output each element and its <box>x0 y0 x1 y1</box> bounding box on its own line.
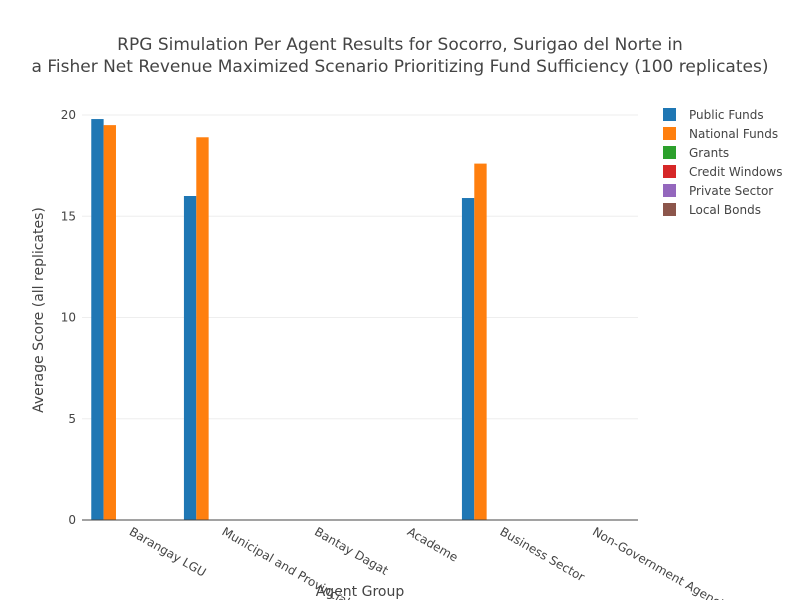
legend-swatch <box>663 203 676 216</box>
y-tick-label: 5 <box>68 412 76 426</box>
bar[interactable] <box>474 163 487 520</box>
bar[interactable] <box>461 198 475 520</box>
y-axis-title: Average Score (all replicates) <box>31 207 47 413</box>
legend-swatch <box>663 108 676 121</box>
legend-item[interactable]: Private Sector <box>663 184 773 198</box>
bar[interactable] <box>91 119 104 521</box>
x-tick-label: Non-Government Agencies <box>590 524 737 600</box>
legend-label: Credit Windows <box>689 165 782 179</box>
legend[interactable]: Public Funds National Funds Grants Credit W… <box>663 108 782 217</box>
chart-title-line-1: RPG Simulation Per Agent Results for Soc… <box>117 35 683 55</box>
y-axis-ticks: 0 5 10 15 20 <box>61 108 76 527</box>
legend-label: Private Sector <box>689 184 773 198</box>
x-axis-title: Agent Group <box>316 584 405 600</box>
legend-item[interactable]: Credit Windows <box>663 165 782 179</box>
legend-item[interactable]: Local Bonds <box>663 203 761 217</box>
x-tick-label: Bantay Dagat <box>312 524 391 577</box>
legend-swatch <box>663 127 676 140</box>
legend-item[interactable]: National Funds <box>663 127 778 141</box>
y-tick-label: 15 <box>61 209 76 223</box>
grid-lines <box>82 114 638 420</box>
legend-label: Grants <box>689 146 729 160</box>
x-tick-label: Business Sector <box>498 524 588 584</box>
x-tick-label: Academe <box>405 524 461 564</box>
legend-swatch <box>663 165 676 178</box>
bar[interactable] <box>196 137 209 520</box>
y-tick-label: 0 <box>68 513 76 527</box>
x-axis-ticks: Barangay LGU Municipal and ProvincialBant… <box>127 524 737 600</box>
chart-title-line-2: a Fisher Net Revenue Maximized Scenario … <box>32 57 769 77</box>
x-tick-label: Barangay LGU <box>127 524 209 579</box>
bars <box>91 119 487 521</box>
bar[interactable] <box>183 196 197 520</box>
y-tick-label: 10 <box>61 311 76 325</box>
legend-swatch <box>663 184 676 197</box>
legend-label: Local Bonds <box>689 203 761 217</box>
legend-swatch <box>663 146 676 159</box>
y-tick-label: 20 <box>61 108 76 122</box>
legend-label: Public Funds <box>689 108 764 122</box>
bar[interactable] <box>103 125 116 520</box>
legend-label: National Funds <box>689 127 778 141</box>
legend-item[interactable]: Public Funds <box>663 108 764 122</box>
legend-item[interactable]: Grants <box>663 146 729 160</box>
chart-title: RPG Simulation Per Agent Results for Soc… <box>32 35 769 77</box>
